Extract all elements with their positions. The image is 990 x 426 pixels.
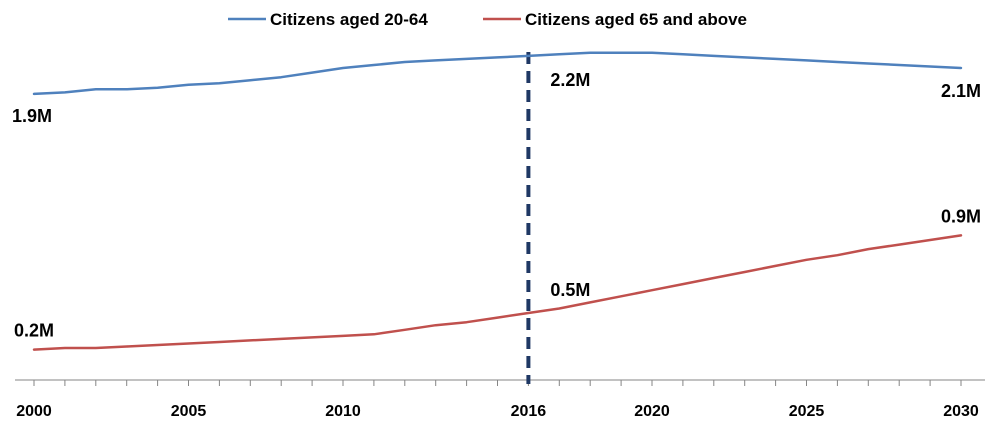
series-line-citizens-65-plus — [32, 234, 963, 351]
x-tick-label: 2030 — [943, 403, 979, 420]
x-tick-label: 2016 — [511, 403, 547, 420]
data-label: 0.2M — [14, 321, 54, 341]
x-axis: 2000 2005 2010 2016 2020 2025 2030 — [15, 379, 985, 420]
data-label: 0.5M — [550, 280, 590, 300]
data-label: 1.9M — [12, 106, 52, 126]
legend-label: Citizens aged 20-64 — [270, 10, 428, 29]
x-tick-label: 2000 — [16, 403, 52, 420]
series-line-citizens-20-64 — [32, 51, 963, 96]
series-lines — [32, 51, 963, 351]
legend-item-citizens-20-64: Citizens aged 20-64 — [228, 10, 428, 29]
x-tick-label: 2010 — [325, 403, 361, 420]
x-tick-label: 2025 — [789, 403, 825, 420]
legend-item-citizens-65-plus: Citizens aged 65 and above — [483, 10, 747, 29]
data-label: 2.2M — [550, 70, 590, 90]
x-tick-label: 2020 — [634, 403, 670, 420]
data-label: 0.9M — [941, 206, 981, 226]
x-tick-label: 2005 — [171, 403, 207, 420]
legend-label: Citizens aged 65 and above — [525, 10, 747, 29]
chart-legend: Citizens aged 20-64 Citizens aged 65 and… — [228, 10, 747, 29]
data-label: 2.1M — [941, 81, 981, 101]
data-labels: 1.9M 2.2M 2.1M 0.2M 0.5M 0.9M — [12, 70, 981, 341]
